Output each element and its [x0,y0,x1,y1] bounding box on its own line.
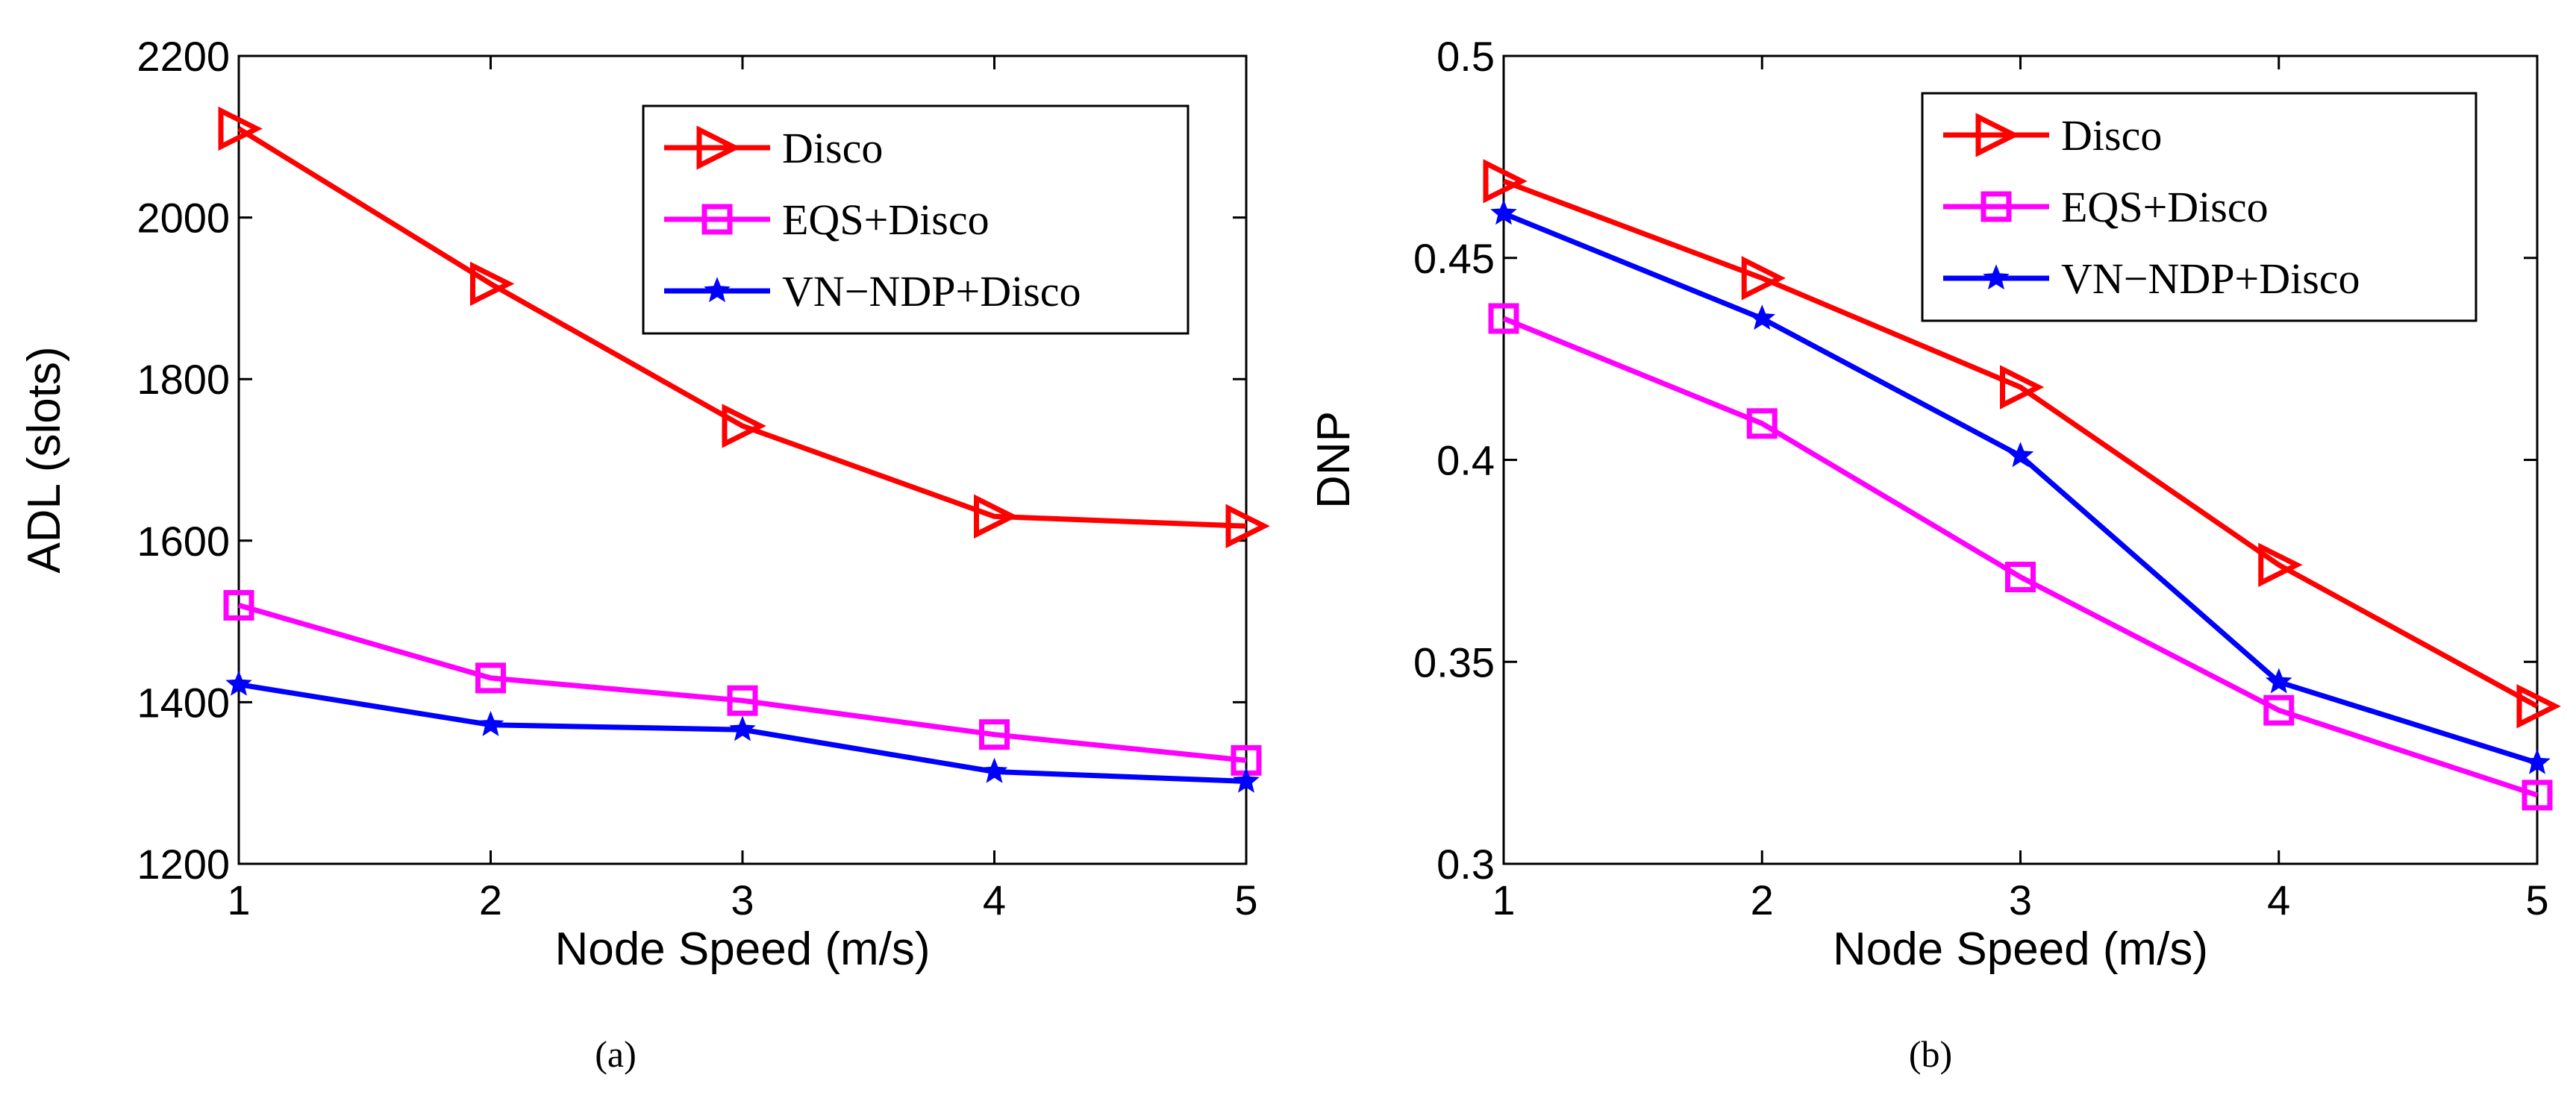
data-point-1 [470,261,515,307]
chart-panel-a: 1 2 3 4 5 1200 1400 1600 1800 2000 2200 Node Speed … [19,33,1270,1075]
data-point-1 [2000,365,2045,410]
series-line-2 [238,603,1247,763]
y-tick-label: 1600 [137,518,230,565]
data-point-3 [2265,668,2292,694]
data-point-3 [981,757,1008,783]
x-tick-label: 5 [2525,876,2548,923]
data-point-2 [1746,408,1778,439]
legend: Disco EQS+Disco VN−NDP+Disco [642,104,1189,335]
y-tick-label: 1200 [137,841,230,888]
y-tick-label: 0.35 [1413,639,1495,686]
data-point-3 [225,670,252,696]
legend-label-3: VN−NDP+Disco [782,267,1081,316]
data-point-2 [2005,562,2036,593]
x-tick-label: 3 [731,876,754,923]
y-tick-label: 0.4 [1437,437,1495,484]
data-point-3 [2524,748,2551,774]
data-point-2 [727,685,758,716]
data-point-3 [1490,199,1517,225]
data-point-1 [1225,504,1270,548]
y-axis-label: DNP [1308,411,1360,509]
data-point-1 [2516,684,2561,729]
y-tick-label: 0.3 [1437,841,1495,888]
x-tick-label: 1 [1492,876,1515,923]
x-axis-label: Node Speed (m/s) [554,923,930,975]
data-point-2 [2522,780,2553,811]
legend-label-2: EQS+Disco [2061,183,2269,231]
legend-label-1: Disco [2061,111,2162,160]
legend-marker-3 [1983,264,2010,290]
x-tick-label: 4 [983,876,1006,923]
legend: Disco EQS+Disco VN−NDP+Disco [1921,92,2477,322]
x-axis-label: Node Speed (m/s) [1833,923,2208,975]
data-point-2 [223,589,254,621]
x-tick-label: 4 [2267,876,2290,923]
y-tick-label: 2000 [137,195,230,242]
x-tick-label: 1 [227,876,250,923]
figure-caption: (a) [595,1033,637,1075]
data-point-2 [2263,694,2295,726]
data-point-3 [2007,442,2034,468]
legend-marker-2 [1981,191,2012,222]
data-point-3 [729,715,756,741]
data-point-1 [2258,542,2303,587]
y-tick-label: 0.5 [1437,33,1495,80]
data-point-3 [1233,767,1260,793]
legend-label-3: VN−NDP+Disco [2061,254,2360,303]
series-line-1 [1502,178,2539,709]
legend-label-2: EQS+Disco [782,195,990,244]
data-point-1 [974,494,1019,539]
figure-caption: (b) [1909,1033,1952,1075]
data-point-1 [1483,159,1528,204]
legend-marker-3 [704,277,731,303]
series-line-2 [1502,316,2539,798]
data-point-3 [477,710,504,736]
x-tick-label: 2 [1751,876,1774,923]
y-axis-label: ADL (slots) [19,346,70,573]
y-tick-label: 0.45 [1413,235,1495,282]
data-point-2 [979,719,1010,750]
y-tick-label: 1800 [137,356,230,403]
x-tick-label: 3 [2009,876,2032,923]
x-tick-label: 2 [479,876,502,923]
data-point-2 [475,662,506,694]
data-point-3 [1748,304,1776,330]
y-tick-label: 2200 [137,33,230,80]
x-tick-label: 5 [1234,876,1257,923]
legend-marker-2 [701,204,733,235]
series-line-1 [237,126,1247,529]
data-point-1 [722,404,766,448]
data-point-1 [1741,256,1786,301]
y-tick-label: 1400 [137,679,230,726]
chart-panel-b: 1 2 3 4 5 0.3 0.35 0.4 0.45 0.5 Node Speed (m/s) DN… [1308,33,2561,1075]
data-point-2 [1488,303,1519,334]
legend-label-1: Disco [782,124,883,172]
data-point-1 [218,106,263,151]
legend-marker-1 [1975,113,2020,157]
legend-marker-1 [696,125,741,170]
